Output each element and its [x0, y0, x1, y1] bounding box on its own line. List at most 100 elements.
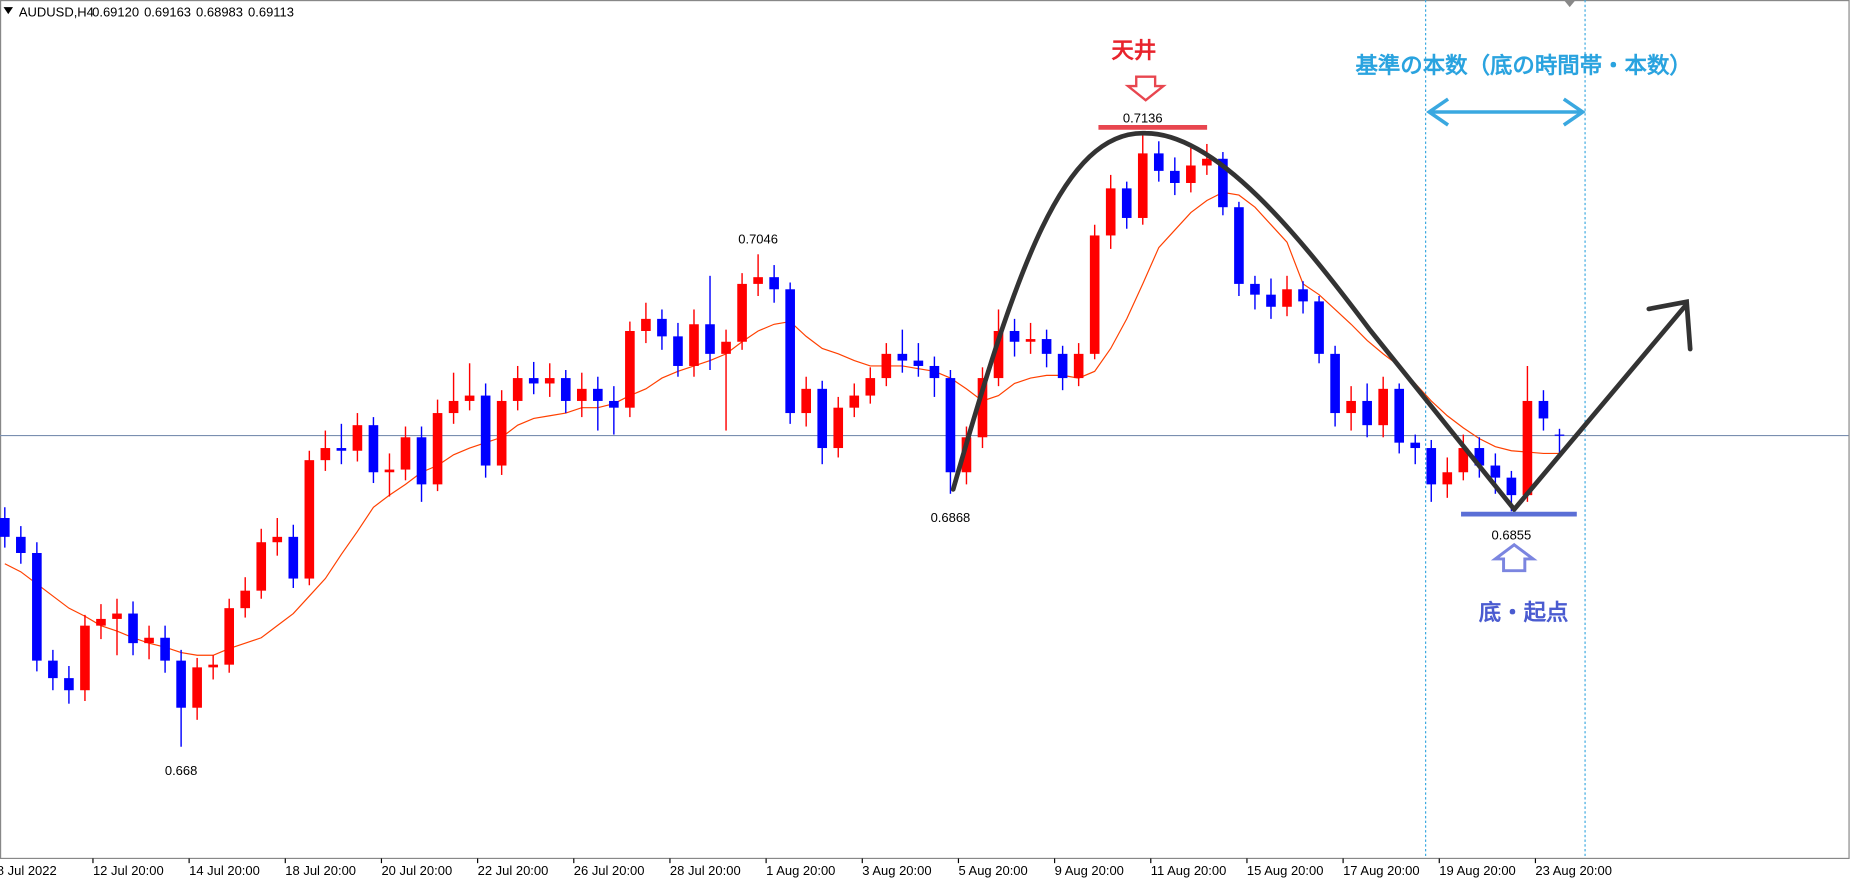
- candle-body: [817, 388, 828, 449]
- candle-body: [1041, 339, 1052, 354]
- candle-body: [224, 608, 235, 665]
- candle-body: [673, 336, 683, 366]
- candle-body: [609, 400, 619, 408]
- candle-body: [320, 448, 331, 461]
- candle-body: [432, 413, 443, 485]
- candle-body: [961, 437, 972, 473]
- candle-body: [544, 378, 555, 384]
- candle-body: [641, 318, 651, 331]
- x-tick-label: 23 Aug 20:00: [1535, 863, 1612, 878]
- candle-body: [528, 378, 539, 384]
- candle-body: [993, 330, 1004, 379]
- candle-body: [208, 664, 218, 668]
- candle-body: [128, 613, 138, 644]
- x-tick-label: 20 Jul 20:00: [381, 863, 452, 878]
- candle-body: [769, 277, 779, 290]
- candle-body: [849, 395, 860, 408]
- candle-body: [721, 341, 731, 354]
- candle-body: [593, 388, 603, 401]
- candle-body: [1282, 289, 1292, 307]
- candle-body: [1202, 158, 1212, 166]
- hand-drawn-path: [950, 130, 1690, 514]
- candle-body: [112, 613, 122, 619]
- candle-body: [897, 353, 908, 361]
- moving-average: [4, 191, 1560, 656]
- candle-body: [256, 542, 267, 591]
- plot-frame: [0, 0, 1850, 860]
- candle-body: [32, 552, 42, 661]
- candle-body: [1186, 165, 1196, 183]
- candle-body: [464, 395, 475, 401]
- x-tick-label: 11 Aug 20:00: [1151, 863, 1227, 878]
- ohlc-open: 0.69120: [92, 5, 139, 20]
- x-tick-label: 14 Jul 20:00: [189, 863, 260, 878]
- candle-body: [1458, 448, 1469, 473]
- top-annotation: 天井: [1111, 38, 1156, 64]
- candle-body: [1378, 388, 1388, 426]
- candle-body: [448, 400, 459, 414]
- ohlc-high: 0.69163: [144, 5, 191, 20]
- span-annotation: 基準の本数（底の時間帯・本数）: [1355, 52, 1691, 79]
- candle-body: [1298, 289, 1308, 302]
- candle-body: [176, 660, 186, 708]
- span-arrow-heads: [1426, 97, 1586, 127]
- candle-body: [1442, 472, 1453, 485]
- candle-body: [192, 667, 202, 708]
- up-arrow: [1490, 542, 1538, 573]
- candle-body: [1314, 301, 1324, 354]
- candle-body: [625, 330, 635, 408]
- candle-body: [1218, 158, 1228, 208]
- candle-body: [48, 660, 58, 679]
- candle-body: [1121, 188, 1132, 218]
- menu-triangle[interactable]: [3, 7, 13, 15]
- x-tick-label: 17 Aug 20:00: [1343, 863, 1420, 878]
- candle-body: [881, 353, 892, 379]
- candle-body: [304, 460, 315, 579]
- candle-body: [144, 637, 154, 644]
- price-label: 0.6868: [931, 510, 971, 525]
- candle-body: [160, 637, 170, 661]
- candle-body: [1025, 339, 1036, 342]
- ohlc-low: 0.68983: [196, 5, 243, 20]
- arrow-head: [1646, 299, 1693, 352]
- price-label: 0.668: [165, 763, 197, 778]
- candle-body: [64, 678, 74, 691]
- candle-body: [1057, 353, 1068, 379]
- x-tick-label: 5 Aug 20:00: [958, 863, 1027, 878]
- candle-body: [705, 324, 715, 354]
- candle-body: [1009, 330, 1020, 342]
- candle-body: [689, 324, 699, 366]
- candle-body: [352, 425, 363, 451]
- ohlc-close: 0.69113: [248, 5, 294, 20]
- candle-body: [240, 590, 251, 609]
- x-tick-label: 15 Aug 20:00: [1247, 863, 1324, 878]
- candle-body: [833, 407, 844, 449]
- candle-body: [416, 437, 427, 485]
- candle-body: [384, 469, 395, 473]
- x-tick-label: 28 Jul 20:00: [670, 863, 741, 878]
- down-arrow: [1124, 75, 1167, 102]
- candle-body: [576, 388, 587, 401]
- candle-body: [785, 289, 795, 414]
- candle-body: [1073, 353, 1084, 379]
- candle-body: [560, 378, 571, 401]
- candle-body: [96, 618, 106, 626]
- candle-body: [272, 536, 283, 543]
- candle-body: [945, 378, 956, 473]
- candle-body: [1105, 188, 1116, 236]
- candle-body: [1170, 170, 1180, 183]
- candle-body: [977, 378, 988, 438]
- candle-body: [1234, 207, 1244, 284]
- x-tick-label: 19 Aug 20:00: [1439, 863, 1516, 878]
- symbol: AUDUSD,H4: [19, 5, 94, 20]
- candle-body: [657, 318, 667, 337]
- candle-body: [913, 360, 924, 366]
- candle-body: [1330, 353, 1340, 414]
- x-tick-label: 12 Jul 20:00: [93, 863, 164, 878]
- candle-body: [496, 400, 507, 466]
- price-label: 0.7136: [1123, 111, 1163, 126]
- price-label: 0.7046: [738, 232, 778, 247]
- candle-body: [16, 536, 26, 553]
- x-tick-label: 3 Aug 20:00: [862, 863, 931, 878]
